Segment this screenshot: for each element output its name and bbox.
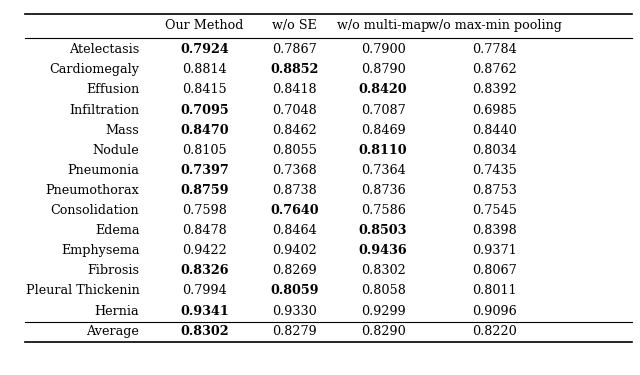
Text: 0.7368: 0.7368 <box>272 164 317 177</box>
Text: 0.8418: 0.8418 <box>272 84 317 96</box>
Text: 0.8105: 0.8105 <box>182 144 227 157</box>
Text: Consolidation: Consolidation <box>51 204 140 217</box>
Text: 0.8790: 0.8790 <box>361 63 406 76</box>
Text: 0.8110: 0.8110 <box>359 144 408 157</box>
Text: Nodule: Nodule <box>93 144 140 157</box>
Text: 0.8302: 0.8302 <box>361 264 406 278</box>
Text: Cardiomegaly: Cardiomegaly <box>49 63 140 76</box>
Text: 0.8753: 0.8753 <box>472 184 517 197</box>
Text: 0.7640: 0.7640 <box>270 204 319 217</box>
Text: 0.8738: 0.8738 <box>272 184 317 197</box>
Text: 0.8220: 0.8220 <box>472 325 517 338</box>
Text: 0.8852: 0.8852 <box>270 63 319 76</box>
Text: 0.8055: 0.8055 <box>272 144 317 157</box>
Text: Fibrosis: Fibrosis <box>87 264 140 278</box>
Text: w/o multi-map: w/o multi-map <box>337 19 429 32</box>
Text: 0.9330: 0.9330 <box>272 304 317 318</box>
Text: Emphysema: Emphysema <box>61 244 140 257</box>
Text: Atelectasis: Atelectasis <box>69 43 140 56</box>
Text: 0.8470: 0.8470 <box>180 124 228 136</box>
Text: Edema: Edema <box>95 224 140 237</box>
Text: 0.8059: 0.8059 <box>270 285 319 297</box>
Text: 0.8814: 0.8814 <box>182 63 227 76</box>
Text: 0.8440: 0.8440 <box>472 124 517 136</box>
Text: Hernia: Hernia <box>95 304 140 318</box>
Text: 0.9371: 0.9371 <box>472 244 517 257</box>
Text: 0.7364: 0.7364 <box>361 164 406 177</box>
Text: 0.7545: 0.7545 <box>472 204 517 217</box>
Text: 0.8290: 0.8290 <box>361 325 406 338</box>
Text: 0.7598: 0.7598 <box>182 204 227 217</box>
Text: 0.9096: 0.9096 <box>472 304 517 318</box>
Text: w/o SE: w/o SE <box>272 19 317 32</box>
Text: 0.8478: 0.8478 <box>182 224 227 237</box>
Text: 0.8762: 0.8762 <box>472 63 517 76</box>
Text: Average: Average <box>86 325 140 338</box>
Text: 0.7924: 0.7924 <box>180 43 229 56</box>
Text: 0.8011: 0.8011 <box>472 285 517 297</box>
Text: Our Method: Our Method <box>165 19 244 32</box>
Text: 0.7095: 0.7095 <box>180 104 228 117</box>
Text: 0.8392: 0.8392 <box>472 84 517 96</box>
Text: 0.6985: 0.6985 <box>472 104 517 117</box>
Text: 0.9436: 0.9436 <box>359 244 408 257</box>
Text: 0.9299: 0.9299 <box>361 304 406 318</box>
Text: 0.7397: 0.7397 <box>180 164 229 177</box>
Text: 0.8464: 0.8464 <box>272 224 317 237</box>
Text: 0.8503: 0.8503 <box>359 224 407 237</box>
Text: Infiltration: Infiltration <box>69 104 140 117</box>
Text: 0.8420: 0.8420 <box>359 84 408 96</box>
Text: 0.9422: 0.9422 <box>182 244 227 257</box>
Text: w/o max-min pooling: w/o max-min pooling <box>428 19 562 32</box>
Text: Effusion: Effusion <box>86 84 140 96</box>
Text: Pneumonia: Pneumonia <box>67 164 140 177</box>
Text: Mass: Mass <box>106 124 140 136</box>
Text: 0.7900: 0.7900 <box>361 43 406 56</box>
Text: Pleural Thickenin: Pleural Thickenin <box>26 285 140 297</box>
Text: 0.8759: 0.8759 <box>180 184 228 197</box>
Text: 0.8034: 0.8034 <box>472 144 517 157</box>
Text: 0.8462: 0.8462 <box>272 124 317 136</box>
Text: Pneumothorax: Pneumothorax <box>45 184 140 197</box>
Text: 0.7994: 0.7994 <box>182 285 227 297</box>
Text: 0.8415: 0.8415 <box>182 84 227 96</box>
Text: 0.8058: 0.8058 <box>361 285 406 297</box>
Text: 0.9402: 0.9402 <box>272 244 317 257</box>
Text: 0.8067: 0.8067 <box>472 264 517 278</box>
Text: 0.7087: 0.7087 <box>361 104 406 117</box>
Text: 0.7435: 0.7435 <box>472 164 517 177</box>
Text: 0.7784: 0.7784 <box>472 43 517 56</box>
Text: 0.8279: 0.8279 <box>272 325 317 338</box>
Text: 0.8398: 0.8398 <box>472 224 517 237</box>
Text: 0.7586: 0.7586 <box>361 204 406 217</box>
Text: 0.7867: 0.7867 <box>272 43 317 56</box>
Text: 0.9341: 0.9341 <box>180 304 229 318</box>
Text: 0.8269: 0.8269 <box>272 264 317 278</box>
Text: 0.7048: 0.7048 <box>272 104 317 117</box>
Text: 0.8469: 0.8469 <box>361 124 406 136</box>
Text: 0.8302: 0.8302 <box>180 325 228 338</box>
Text: 0.8736: 0.8736 <box>361 184 406 197</box>
Text: 0.8326: 0.8326 <box>180 264 228 278</box>
